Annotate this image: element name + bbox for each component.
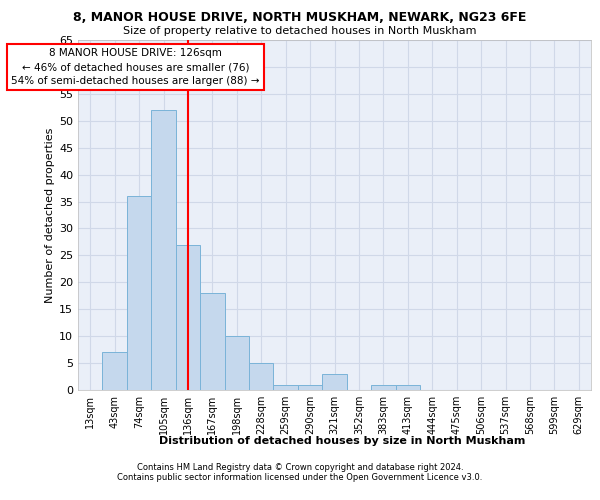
Bar: [224, 336, 249, 390]
Text: Distribution of detached houses by size in North Muskham: Distribution of detached houses by size …: [159, 436, 525, 446]
Bar: [322, 374, 347, 390]
Bar: [274, 384, 298, 390]
Text: 8 MANOR HOUSE DRIVE: 126sqm
← 46% of detached houses are smaller (76)
54% of sem: 8 MANOR HOUSE DRIVE: 126sqm ← 46% of det…: [11, 48, 260, 86]
Bar: [371, 384, 395, 390]
Bar: [395, 384, 420, 390]
Bar: [298, 384, 322, 390]
Text: Contains public sector information licensed under the Open Government Licence v3: Contains public sector information licen…: [118, 474, 482, 482]
Text: 8, MANOR HOUSE DRIVE, NORTH MUSKHAM, NEWARK, NG23 6FE: 8, MANOR HOUSE DRIVE, NORTH MUSKHAM, NEW…: [73, 11, 527, 24]
Bar: [151, 110, 176, 390]
Bar: [103, 352, 127, 390]
Y-axis label: Number of detached properties: Number of detached properties: [45, 128, 55, 302]
Bar: [127, 196, 151, 390]
Text: Size of property relative to detached houses in North Muskham: Size of property relative to detached ho…: [123, 26, 477, 36]
Bar: [249, 363, 274, 390]
Text: Contains HM Land Registry data © Crown copyright and database right 2024.: Contains HM Land Registry data © Crown c…: [137, 464, 463, 472]
Bar: [176, 244, 200, 390]
Bar: [200, 293, 224, 390]
